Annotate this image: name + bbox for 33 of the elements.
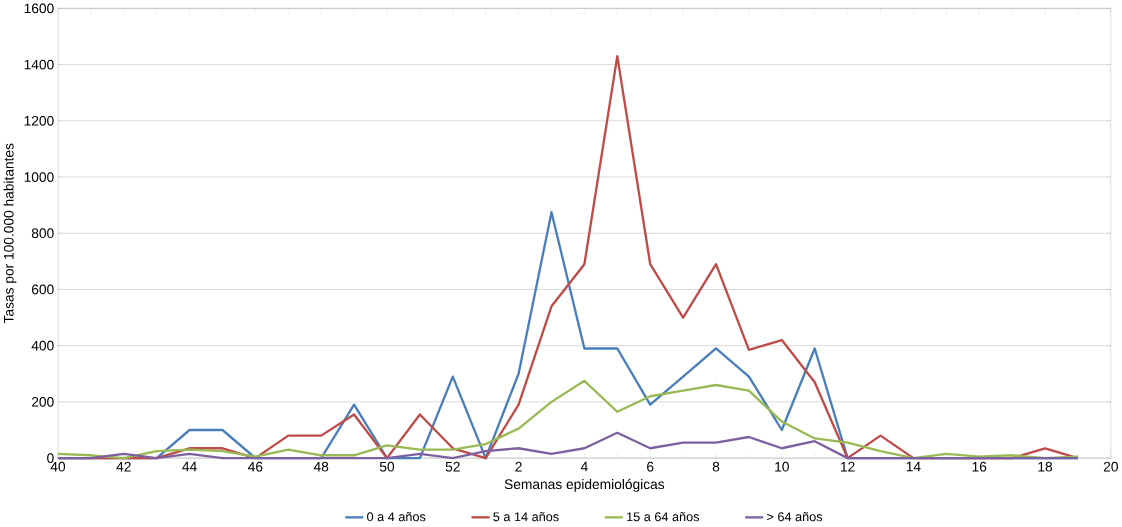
y-axis-title: Tasas por 100.000 habitantes [3,143,17,324]
y-tick-label: 0 [47,453,54,463]
x-tick-label: 42 [116,461,131,472]
x-tick-label: 46 [248,461,263,472]
legend-label: 0 a 4 años [367,512,426,522]
x-tick-label: 18 [1038,461,1053,472]
legend-label: 5 a 14 años [493,512,559,522]
legend-label: > 64 años [767,512,823,522]
x-tick-label: 52 [445,461,460,472]
line-series [56,379,1080,460]
y-tick-label: 400 [31,340,54,351]
y-tick-label: 800 [31,228,54,239]
y-tick-label: 1600 [24,3,54,14]
x-tick-label: 50 [379,461,395,472]
x-tick-label: 16 [972,461,987,472]
legend-label: 15 a 64 años [627,512,700,522]
x-axis-title: Semanas epidemiológicas [504,478,665,492]
y-tick-label: 200 [31,397,54,407]
x-tick-label: 48 [313,461,329,472]
x-tick-label: 12 [841,461,855,472]
x-tick-label: 6 [647,461,654,472]
x-tick-label: 2 [515,461,522,472]
x-tick-label: 10 [775,461,789,472]
x-tick-label: 14 [906,461,921,472]
x-tick-label: 44 [182,461,197,472]
y-tick-label: 1000 [24,172,54,182]
y-tick-label: 1400 [24,59,54,70]
x-tick-label: 40 [50,461,66,472]
x-tick-label: 8 [712,461,720,472]
x-tick-label: 4 [580,461,588,472]
x-tick-label: 20 [1103,461,1118,472]
y-tick-label: 1200 [24,115,54,126]
y-tick-label: 600 [31,284,54,295]
